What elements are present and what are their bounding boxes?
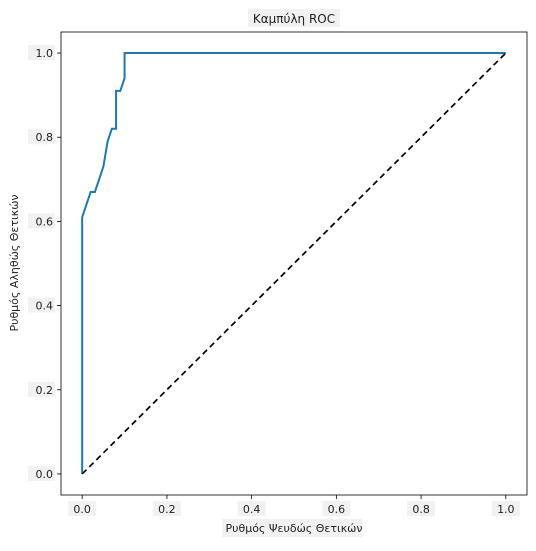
x-tick-label-background xyxy=(491,501,520,516)
y-axis-ticks: 0.0 0.2 0.4 0.6 0.8 1.0 xyxy=(28,45,61,481)
x-tick-label-background xyxy=(407,501,436,516)
x-tick-label-background xyxy=(237,501,266,516)
x-axis-ticks: 0.0 0.2 0.4 0.6 0.8 1.0 xyxy=(68,495,520,516)
roc-curve-line xyxy=(81,52,506,474)
chart-title: Καμπύλη ROC xyxy=(253,12,335,26)
axis-labels: Ρυθμός Ψευδώς Θετικών Ρυθμός Αληθώς Θετι… xyxy=(8,194,363,537)
y-tick-label-background xyxy=(28,45,55,61)
y-tick-label-background xyxy=(28,465,55,481)
x-tick-label-background xyxy=(152,501,181,516)
series-layer xyxy=(81,52,507,475)
diagonal-reference-line xyxy=(81,52,507,475)
x-tick-label: 0.8 xyxy=(412,503,430,516)
y-tick-label: 0.0 xyxy=(36,468,54,481)
y-tick-label: 0.2 xyxy=(36,384,54,397)
y-tick-label-background xyxy=(28,381,55,397)
y-tick-label: 0.6 xyxy=(36,215,54,228)
x-axis-label-background xyxy=(222,519,362,537)
y-tick-label: 0.8 xyxy=(36,131,54,144)
x-tick-label: 1.0 xyxy=(497,503,515,516)
y-axis-label: Ρυθμός Αληθώς Θετικών xyxy=(8,194,21,331)
plot-frame xyxy=(60,31,528,496)
y-tick-label: 0.4 xyxy=(36,300,54,313)
y-tick-label-background xyxy=(28,213,55,229)
chart-title-background xyxy=(248,9,340,27)
y-tick-label-background xyxy=(28,297,55,313)
x-tick-label-background xyxy=(68,501,97,516)
x-tick-label: 0.6 xyxy=(328,503,346,516)
plot-area-border xyxy=(60,31,528,496)
x-tick-label: 0.0 xyxy=(73,503,91,516)
x-axis-label: Ρυθμός Ψευδώς Θετικών xyxy=(225,522,362,535)
y-tick-label: 1.0 xyxy=(36,47,54,60)
x-tick-label: 0.2 xyxy=(158,503,176,516)
y-tick-label-background xyxy=(28,129,55,145)
x-tick-label-background xyxy=(322,501,351,516)
title-layer: Καμπύλη ROC xyxy=(248,9,340,27)
x-tick-label: 0.4 xyxy=(243,503,261,516)
